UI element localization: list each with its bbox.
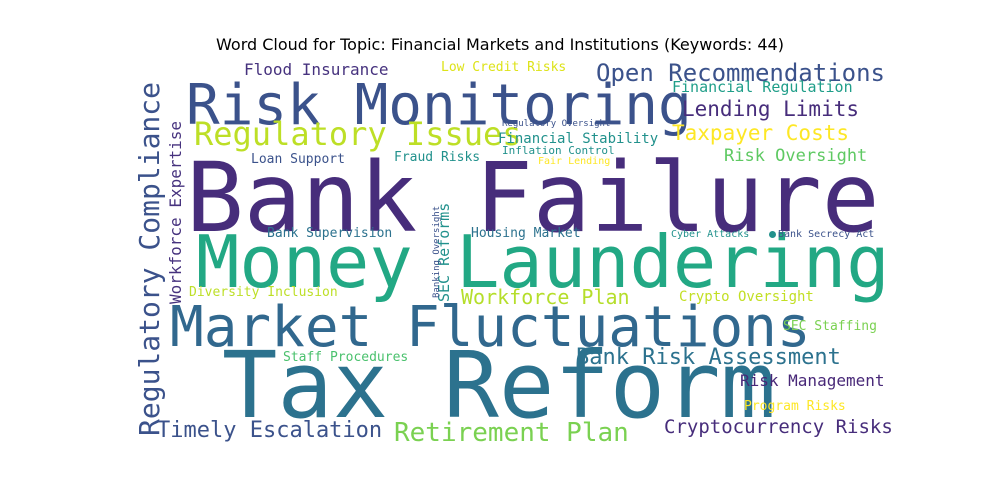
word-staff-procedures: Staff Procedures — [283, 350, 409, 365]
word-flood-insurance: Flood Insurance — [244, 60, 389, 79]
word-bank-risk-assessment: Bank Risk Assessment — [576, 345, 841, 370]
word-tax-reform: Tax Reform — [222, 332, 776, 439]
chart-title: Word Cloud for Topic: Financial Markets … — [216, 35, 784, 54]
word-market-fluctuations: Market Fluctuations — [170, 295, 811, 360]
word-risk-oversight: Risk Oversight — [724, 146, 868, 166]
word-regulatory-issues: Regulatory Issues — [194, 115, 522, 153]
word-financial-regulation: Financial Regulation — [672, 78, 853, 96]
word-cryptocurrency-risks: Cryptocurrency Risks — [664, 416, 893, 438]
word-loan-support: Loan Support — [251, 152, 345, 167]
word-diversity-inclusion: Diversity Inclusion — [189, 285, 338, 300]
word-money-laundering: Money Laundering — [196, 220, 890, 304]
word-fair-lending: Fair Lending — [538, 156, 611, 167]
word-bank-supervision: Bank Supervision — [267, 226, 393, 241]
word-risk-management: Risk Management — [740, 371, 885, 390]
word-regulatory-compliance: Regulatory Compliance — [133, 81, 166, 436]
word-crypto-oversight: Crypto Oversight — [679, 289, 814, 305]
word-housing-market: Housing Market — [471, 226, 581, 241]
word-workforce-expertise: Workforce Expertise — [166, 120, 185, 304]
word-cyber-attacks: Cyber Attacks — [671, 229, 750, 240]
word-financial-stability: Financial Stability — [498, 131, 659, 147]
word-fraud-risks: Fraud Risks — [394, 150, 481, 165]
word-timely-escalation: Timely Escalation — [157, 418, 383, 443]
word-dot — [769, 231, 776, 238]
word-inflation-control: Inflation Control — [502, 144, 615, 157]
word-bank-failure: Bank Failure — [186, 142, 880, 254]
word-workforce-plan: Workforce Plan — [461, 285, 630, 309]
word-lending-limits: Lending Limits — [682, 97, 860, 121]
word-banking-oversight: Banking Oversight — [432, 205, 442, 298]
word-open-recommendations: Open Recommendations — [596, 59, 885, 87]
word-risk-monitoring: Risk Monitoring — [186, 73, 692, 138]
word-sec-staffing: SEC Staffing — [783, 319, 877, 334]
word-retirement-plan: Retirement Plan — [394, 418, 629, 448]
word-taxpayer-costs: Taxpayer Costs — [672, 121, 850, 145]
word-program-risks: Program Risks — [744, 399, 846, 414]
word-low-credit-risks: Low Credit Risks — [441, 60, 567, 75]
word-bank-secrecy-act: Bank Secrecy Act — [778, 229, 875, 240]
word-regulatory-oversight: Regulatory Oversight — [502, 119, 611, 129]
